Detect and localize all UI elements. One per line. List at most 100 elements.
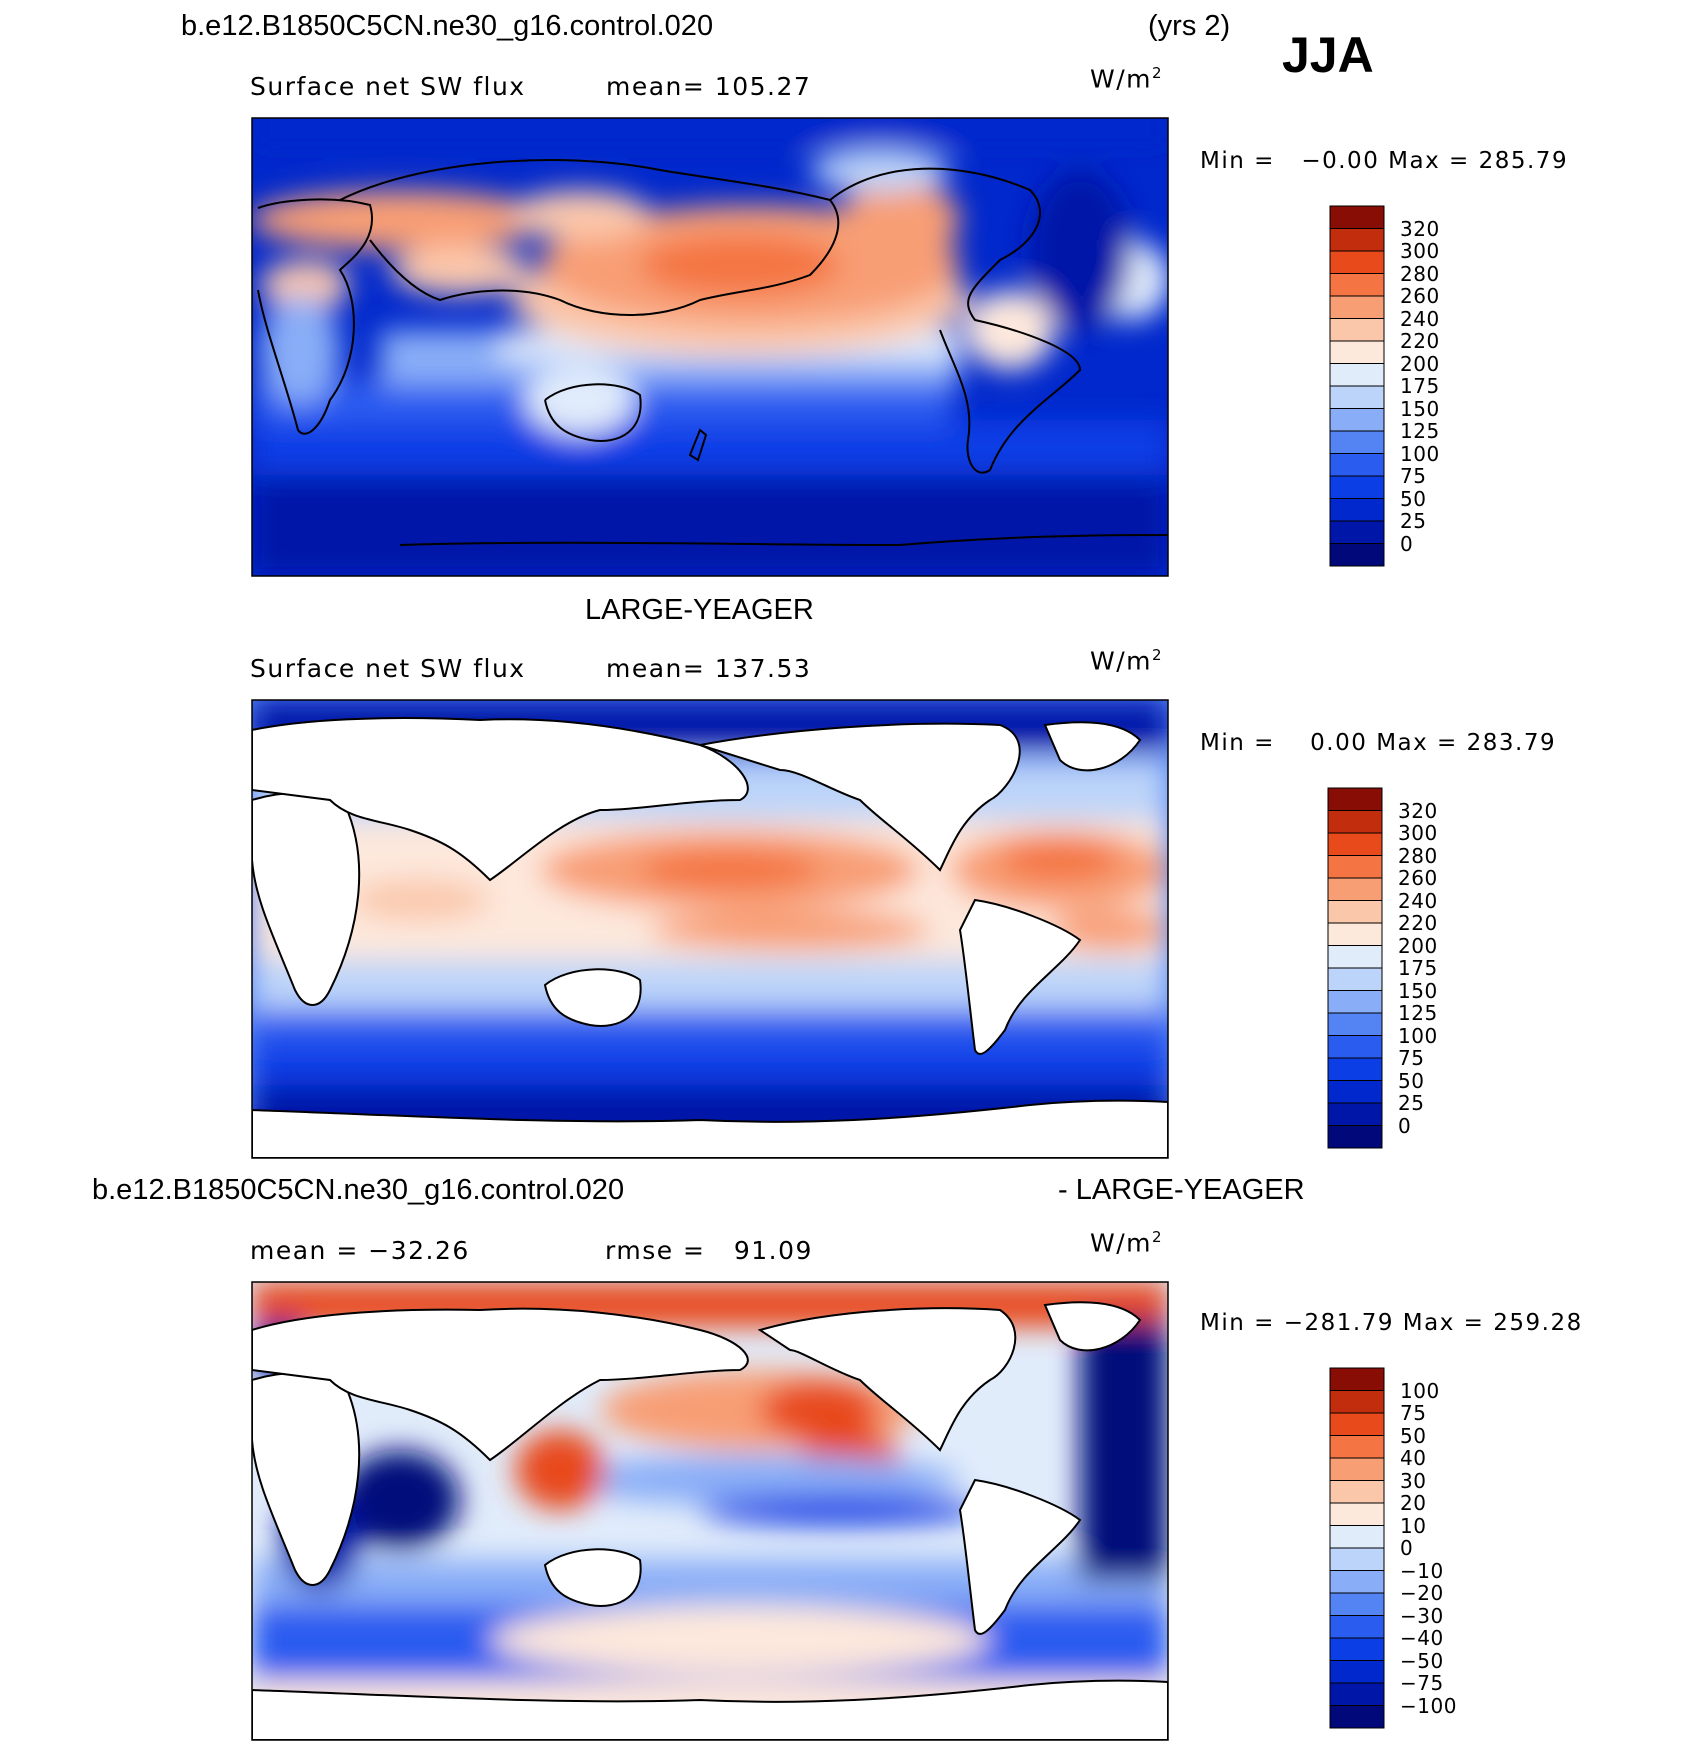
colorbar-tick-label: 240	[1400, 306, 1440, 331]
colorbar-tick-label: −10	[1400, 1558, 1444, 1583]
colorbar-swatch	[1329, 295, 1385, 319]
colorbar-swatch	[1327, 877, 1383, 901]
colorbar-swatch	[1329, 1570, 1385, 1594]
colorbar-tick-label: 100	[1400, 441, 1440, 466]
colorbar-tick-label: 125	[1400, 419, 1440, 443]
colorbar-swatch	[1327, 967, 1383, 991]
colorbar-swatch	[1327, 1012, 1383, 1036]
colorbar-tick-label: 100	[1400, 1378, 1440, 1403]
colorbar-tick-label: 50	[1400, 486, 1427, 511]
units-sup: 2	[1152, 64, 1164, 82]
colorbar-swatch	[1329, 453, 1385, 477]
colorbar-swatch	[1329, 228, 1385, 252]
colorbar-swatch	[1327, 990, 1383, 1014]
colorbar-tick-label: 200	[1398, 933, 1438, 958]
units-label: W/m2	[1090, 646, 1163, 675]
variable-label: Surface net SW flux	[250, 72, 526, 101]
colorbar-swatch	[1327, 900, 1383, 924]
colorbar-swatch	[1329, 1615, 1385, 1639]
field-blobs	[252, 118, 1168, 576]
colorbar-swatch	[1329, 363, 1385, 387]
rmse-label: rmse =	[605, 1236, 706, 1265]
colorbar-tick-label: 260	[1398, 866, 1438, 890]
min-value: 0.00	[1310, 730, 1368, 756]
rmse-value: 91.09	[733, 1236, 813, 1265]
map-frame	[251, 117, 1169, 577]
colorbar-swatch	[1329, 1547, 1385, 1571]
colorbar-tick-label: 150	[1398, 978, 1438, 1003]
colorbar-swatch	[1327, 787, 1383, 811]
units-sup: 2	[1152, 1228, 1164, 1246]
colorbar-tick-label: 25	[1398, 1091, 1425, 1115]
colorbar-tick-label: 300	[1398, 821, 1438, 845]
colorbar-swatch	[1327, 1035, 1383, 1059]
min-label: Min =	[1200, 1310, 1275, 1336]
colorbar-tick-label: 150	[1400, 396, 1440, 421]
colorbar-swatch	[1329, 1502, 1385, 1526]
colorbar-swatch	[1327, 1125, 1383, 1149]
units-sup: 2	[1152, 646, 1164, 664]
colorbar-swatch	[1329, 430, 1385, 454]
map-difference	[252, 1282, 1168, 1740]
panel-title: LARGE-YEAGER	[585, 594, 814, 626]
colorbar-tick-label: 125	[1398, 1001, 1438, 1025]
colorbar-model	[1329, 205, 1385, 567]
units-text: W/m	[1090, 646, 1152, 676]
colorbar-tick-label: 175	[1400, 374, 1440, 398]
mean-value: 137.53	[714, 654, 812, 683]
colorbar-swatch	[1329, 1367, 1385, 1391]
max-label: Max =	[1376, 730, 1458, 756]
colorbar-swatch	[1329, 273, 1385, 297]
map-frame	[251, 699, 1169, 1159]
colorbar-tick-label: 25	[1400, 509, 1427, 533]
minmax-label: Min = −0.00 Max = 285.79	[1200, 148, 1568, 174]
colorbar-tick-label: 260	[1400, 284, 1440, 308]
land-mask	[252, 717, 1168, 1158]
max-value: 285.79	[1478, 148, 1569, 174]
map-frame	[251, 1281, 1169, 1741]
land-mask	[252, 1301, 1168, 1740]
colorbar-tick-label: 20	[1400, 1491, 1427, 1515]
minmax-label: Min = 0.00 Max = 283.79	[1200, 730, 1556, 756]
case-title: b.e12.B1850C5CN.ne30_g16.control.020	[181, 10, 714, 42]
min-label: Min =	[1200, 730, 1275, 756]
mean-stat: mean = −32.26	[250, 1236, 470, 1265]
panel-model	[251, 117, 1385, 577]
rmse-stat: rmse = 91.09	[605, 1236, 813, 1265]
colorbar-swatch	[1329, 520, 1385, 544]
colorbar-swatch	[1327, 832, 1383, 856]
colorbar-swatch	[1329, 543, 1385, 567]
colorbar-tick-label: 220	[1400, 329, 1440, 353]
mean-stat: mean= 105.27	[606, 72, 811, 101]
units-text: W/m	[1090, 64, 1152, 94]
colorbar-tick-label: −50	[1400, 1648, 1444, 1673]
colorbar-swatch	[1329, 1705, 1385, 1729]
colorbar-tick-label: 280	[1400, 261, 1440, 286]
colorbar-swatch	[1327, 922, 1383, 946]
mean-value: −32.26	[368, 1236, 470, 1265]
colorbar-swatch	[1329, 1457, 1385, 1481]
colorbar-swatch	[1329, 1592, 1385, 1616]
mean-label: mean=	[606, 654, 706, 683]
variable-label: Surface net SW flux	[250, 654, 526, 683]
colorbar-swatch	[1327, 1057, 1383, 1081]
colorbar-tick-label: 0	[1398, 1113, 1412, 1138]
colorbar-tick-label: 320	[1398, 798, 1438, 823]
colorbar-swatch	[1327, 855, 1383, 879]
colorbar-tick-label: 75	[1400, 464, 1427, 488]
min-label: Min =	[1200, 148, 1275, 174]
units-label: W/m2	[1090, 1228, 1163, 1257]
colorbar-observations	[1327, 787, 1383, 1149]
max-value: 283.79	[1466, 730, 1557, 756]
colorbar-swatch	[1329, 1435, 1385, 1459]
colorbar-swatch	[1329, 408, 1385, 432]
colorbar-tick-label: 75	[1398, 1046, 1425, 1070]
diff-title-left: b.e12.B1850C5CN.ne30_g16.control.020	[92, 1174, 625, 1206]
colorbar-swatch	[1329, 1660, 1385, 1684]
coastlines	[257, 159, 1168, 547]
colorbar-tick-label: 175	[1398, 956, 1438, 980]
colorbar-tick-label: −40	[1400, 1626, 1444, 1650]
colorbar-tick-label: 280	[1398, 843, 1438, 868]
colorbar-swatch	[1329, 250, 1385, 274]
map-observations	[252, 700, 1168, 1158]
